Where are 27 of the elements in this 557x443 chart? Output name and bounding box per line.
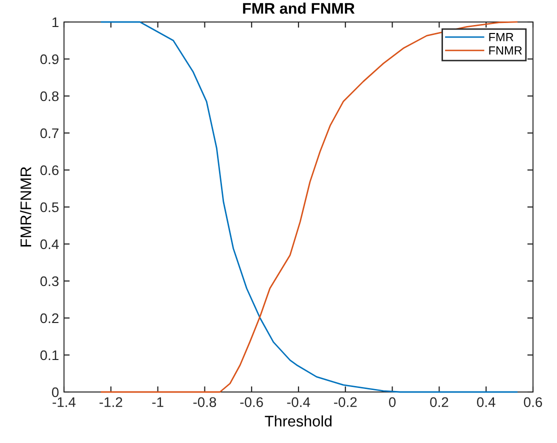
x-tick-label: 0.2 bbox=[430, 397, 448, 408]
y-tick-label: 1 bbox=[52, 17, 58, 28]
x-tick-label: -1 bbox=[152, 397, 164, 407]
x-tick-label: -0.2 bbox=[334, 397, 357, 408]
x-tick-label: -0.4 bbox=[287, 397, 310, 408]
x-tick-label: -0.8 bbox=[193, 397, 216, 408]
x-tick-label: 0.6 bbox=[524, 397, 542, 408]
x-tick-label: 0 bbox=[388, 397, 396, 408]
y-tick-label: 0.6 bbox=[40, 165, 59, 176]
y-tick-label: 0 bbox=[52, 387, 59, 398]
legend-label: FNMR bbox=[489, 46, 522, 55]
x-tick-label: -0.6 bbox=[240, 397, 263, 408]
y-tick-label: 0.3 bbox=[40, 276, 59, 286]
x-tick-label: -1.2 bbox=[100, 397, 122, 407]
y-tick-label: 0.7 bbox=[40, 128, 58, 138]
x-axis-title: Threshold bbox=[264, 415, 332, 427]
legend-label: FMR bbox=[489, 33, 514, 42]
x-tick-label: 0.4 bbox=[476, 397, 496, 408]
y-tick-label: 0.4 bbox=[40, 239, 59, 250]
y-tick-label: 0.8 bbox=[40, 91, 59, 102]
y-tick-label: 0.2 bbox=[40, 313, 58, 324]
y-tick-label: 0.5 bbox=[40, 202, 59, 212]
y-axis-title: FMR/FNMR bbox=[20, 166, 32, 246]
y-tick-label: 0.1 bbox=[40, 350, 58, 360]
chart-title: FMR and FNMR bbox=[243, 2, 355, 14]
x-tick-label: -1.4 bbox=[52, 397, 76, 407]
y-tick-label: 0.9 bbox=[40, 54, 58, 64]
